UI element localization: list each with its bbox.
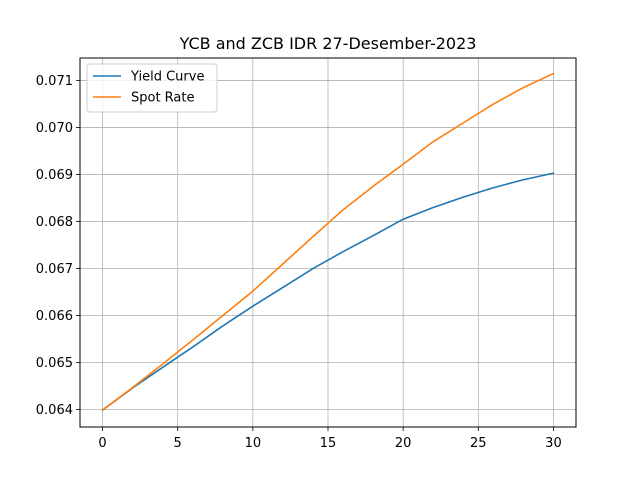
axis-ticks: 0 5 10 15 20 25 30 0.064 0.065 0.066 0.067 0.068 0.0… — [36, 74, 562, 451]
series-line-yield-curve — [101, 172, 555, 412]
x-tick-label: 30 — [545, 436, 562, 451]
y-tick-label: 0.064 — [36, 403, 73, 418]
x-tick-label: 5 — [174, 436, 182, 451]
y-tick-label: 0.065 — [36, 356, 73, 371]
y-tick-label: 0.071 — [36, 74, 73, 89]
series-lines — [101, 72, 555, 412]
x-tick-label: 20 — [395, 436, 412, 451]
legend-label: Yield Curve — [130, 70, 204, 85]
y-tick-label: 0.067 — [36, 262, 73, 277]
x-tick-label: 25 — [470, 436, 487, 451]
chart-title: YCB and ZCB IDR 27-Desember-2023 — [179, 34, 477, 53]
grid — [80, 58, 576, 427]
legend-label: Spot Rate — [131, 91, 195, 106]
x-tick-label: 15 — [320, 436, 337, 451]
series-line-spot-rate — [101, 72, 555, 412]
x-tick-label: 0 — [98, 436, 106, 451]
y-tick-label: 0.068 — [36, 215, 73, 230]
y-tick-label: 0.066 — [36, 309, 73, 324]
legend: Yield Curve Spot Rate — [86, 63, 218, 113]
x-tick-label: 10 — [245, 436, 262, 451]
y-tick-label: 0.069 — [36, 168, 73, 183]
y-tick-label: 0.070 — [36, 121, 73, 136]
